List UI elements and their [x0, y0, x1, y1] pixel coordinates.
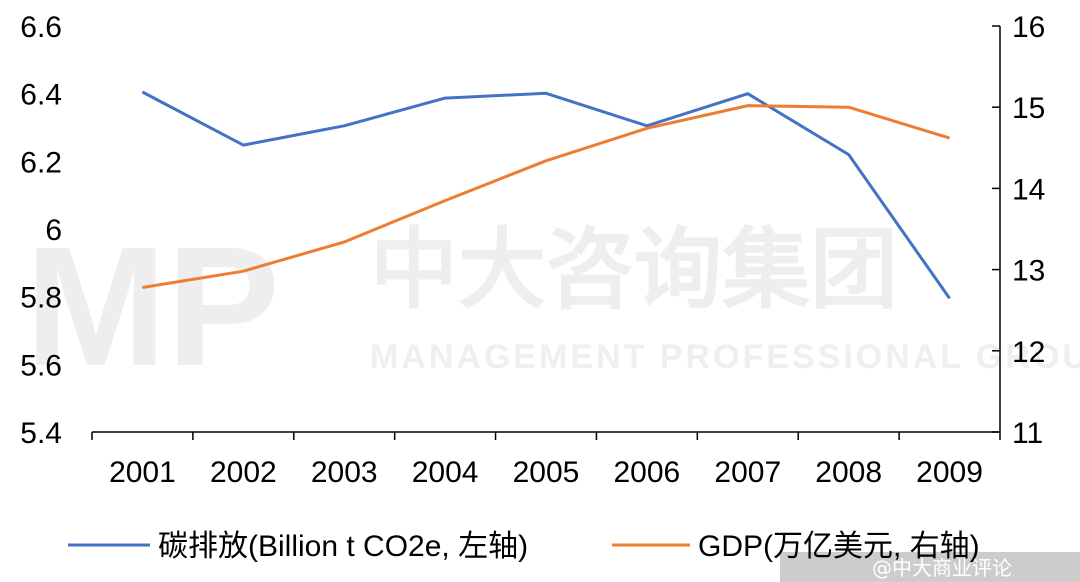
- left-y-tick-label: 6: [45, 214, 62, 247]
- x-tick-label: 2005: [513, 456, 580, 489]
- right-y-tick-label: 13: [1012, 255, 1045, 288]
- left-y-tick-label: 5.8: [20, 282, 62, 315]
- right-y-tick-label: 11: [1012, 417, 1043, 450]
- right-y-tick-labels: 11 12 13 14 15 16: [1012, 11, 1045, 450]
- x-tick-label: 2001: [109, 456, 176, 489]
- x-tick-label: 2007: [714, 456, 781, 489]
- x-tick-marks: [91, 432, 1001, 440]
- watermark: MP 中大咨询集团 MANAGEMENT PROFESSIONAL GROUP: [25, 212, 1080, 402]
- gdp-line: [142, 104, 951, 289]
- right-y-tick-label: 15: [1012, 92, 1045, 125]
- credit-text: @中大商业评论: [872, 556, 1012, 580]
- right-y-tick-label: 14: [1012, 173, 1045, 206]
- emissions-line: [141, 90, 951, 300]
- legend-label-emissions: 碳排放(Billion t CO2e, 左轴): [158, 530, 528, 563]
- left-y-tick-label: 6.4: [20, 79, 62, 112]
- x-tick-labels: 2001 2002 2003 2004 2005 2006 2007 2008 2009: [109, 456, 983, 489]
- watermark-chinese: 中大咨询集团: [370, 218, 898, 321]
- x-tick-label: 2009: [916, 456, 983, 489]
- watermark-logo: MP: [25, 212, 280, 402]
- x-tick-label: 2002: [210, 456, 277, 489]
- right-y-tick-marks: [992, 25, 1000, 433]
- right-y-tick-label: 12: [1012, 336, 1045, 369]
- x-tick-label: 2003: [311, 456, 378, 489]
- right-y-tick-label: 16: [1012, 11, 1045, 44]
- x-tick-label: 2004: [412, 456, 479, 489]
- credit-overlay: @中大商业评论: [780, 552, 1080, 582]
- legend-label-gdp: GDP(万亿美元, 右轴): [698, 530, 980, 563]
- credit-backdrop: [780, 552, 1080, 582]
- series-lines: [141, 90, 951, 300]
- left-y-tick-label: 5.6: [20, 349, 62, 382]
- x-tick-label: 2008: [815, 456, 882, 489]
- left-y-tick-label: 6.2: [20, 146, 62, 179]
- x-tick-label: 2006: [614, 456, 681, 489]
- left-y-tick-label: 5.4: [20, 417, 62, 450]
- left-y-tick-labels: 5.4 5.6 5.8 6 6.2 6.4 6.6: [20, 11, 62, 450]
- left-y-tick-label: 6.6: [20, 11, 62, 44]
- watermark-english: MANAGEMENT PROFESSIONAL GROUP: [370, 338, 1080, 376]
- legend: 碳排放(Billion t CO2e, 左轴) GDP(万亿美元, 右轴): [68, 530, 980, 563]
